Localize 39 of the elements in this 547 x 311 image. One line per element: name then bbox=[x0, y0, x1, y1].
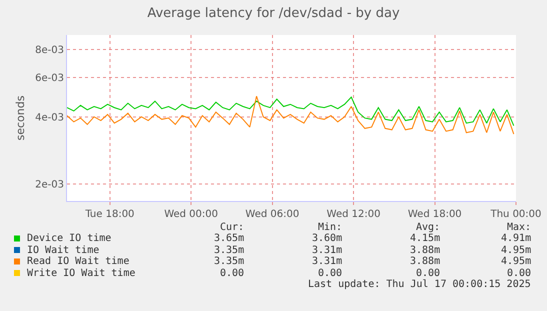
text: Max: bbox=[507, 222, 532, 233]
x-tick-label: Thu 00:00 bbox=[490, 209, 542, 220]
text: 4.95m bbox=[501, 245, 532, 256]
text: 3.31m bbox=[312, 245, 342, 256]
legend-label: Device IO time bbox=[27, 233, 112, 244]
y-tick-label: 4e-03 bbox=[35, 112, 64, 124]
text: 3.88m bbox=[410, 256, 440, 267]
text: 0.00 bbox=[318, 268, 342, 279]
text: Avg: bbox=[416, 222, 440, 233]
chart-title: Average latency for /dev/sdad - by day bbox=[147, 6, 400, 22]
text: Last update: Thu Jul 17 00:00:15 2025 bbox=[308, 279, 531, 290]
text: 4.91m bbox=[501, 233, 532, 244]
y-tick-label: 8e-03 bbox=[35, 45, 64, 56]
line-series bbox=[67, 96, 514, 135]
text: 3.31m bbox=[312, 256, 342, 267]
legend-label: IO Wait time bbox=[27, 245, 100, 256]
text: 3.35m bbox=[214, 245, 244, 256]
x-tick-label: Wed 12:00 bbox=[326, 209, 380, 220]
legend-label: Write IO Wait time bbox=[27, 268, 136, 279]
text: 3.60m bbox=[312, 233, 342, 244]
y-tick-label: 2e-03 bbox=[35, 180, 64, 191]
text: 0.00 bbox=[220, 268, 244, 279]
line-series bbox=[67, 96, 514, 126]
text: Cur: bbox=[220, 222, 244, 233]
x-tick-label: Tue 18:00 bbox=[84, 209, 134, 220]
text: 4.15m bbox=[410, 233, 440, 244]
y-tick-label: 6e-03 bbox=[35, 73, 64, 84]
text: 3.35m bbox=[214, 256, 244, 267]
text: 3.88m bbox=[410, 245, 440, 256]
y-axis-title: seconds bbox=[14, 95, 27, 140]
x-tick-label: Wed 18:00 bbox=[408, 209, 462, 220]
text: 4.95m bbox=[501, 256, 532, 267]
text: 3.65m bbox=[214, 233, 244, 244]
legend-label: Read IO Wait time bbox=[27, 256, 130, 267]
text: 0.00 bbox=[507, 268, 532, 279]
text: 0.00 bbox=[416, 268, 440, 279]
x-tick-label: Wed 00:00 bbox=[164, 209, 218, 220]
x-tick-label: Wed 06:00 bbox=[245, 209, 300, 220]
text: Min: bbox=[318, 222, 342, 233]
